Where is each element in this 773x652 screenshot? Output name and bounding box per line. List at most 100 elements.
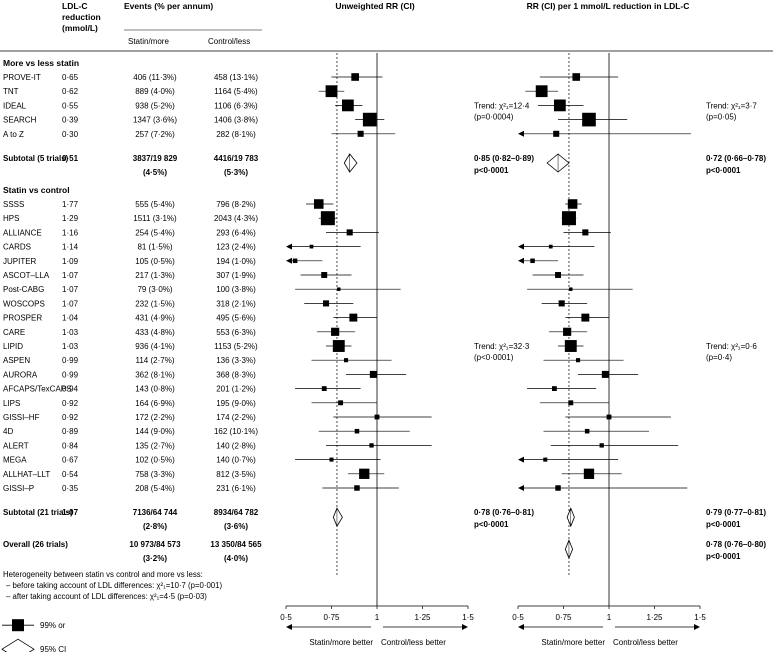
- point-estimate-square: [369, 370, 377, 378]
- point-estimate-square: [362, 112, 377, 127]
- point-estimate-square: [369, 443, 374, 448]
- subtotal-rr1-text: 0·72 (0·66–0·78): [706, 154, 766, 163]
- point-estimate-square: [551, 386, 557, 392]
- trial-ldl: 1·03: [62, 328, 79, 337]
- trial-ldl: 1·07: [62, 285, 79, 294]
- point-estimate-square: [332, 340, 345, 352]
- arrow-right-head: [462, 624, 468, 630]
- subtotal-name: Subtotal (5 trials): [3, 154, 69, 163]
- trial-statin-events: 433 (4·8%): [135, 328, 175, 337]
- overall-control: 13 350/84 565: [210, 540, 262, 549]
- point-estimate-square: [351, 73, 359, 81]
- trial-control-events: 123 (2·4%): [216, 243, 256, 252]
- x-tick-label: 1: [607, 613, 612, 622]
- trial-control-events: 1164 (5·4%): [214, 87, 258, 96]
- trial-ldl: 0·62: [62, 87, 79, 96]
- panel1-header: Unweighted RR (CI): [335, 1, 414, 11]
- subtotal-rr1-p: p<0·0001: [706, 520, 741, 529]
- trial-ldl: 0·89: [62, 427, 79, 436]
- trial-ldl: 0·54: [62, 470, 79, 479]
- trial-statin-events: 217 (1·3%): [135, 271, 175, 280]
- point-estimate-square: [567, 199, 578, 209]
- statin-header: Statin/more: [128, 37, 169, 46]
- trial-ldl: 1·77: [62, 200, 79, 209]
- trial-control-events: 2043 (4·3%): [214, 214, 258, 223]
- trial-control-events: 140 (2·8%): [216, 441, 256, 450]
- point-estimate-square: [548, 244, 553, 249]
- trial-name: 4D: [3, 427, 13, 436]
- subtotal-rr-p: p<0·0001: [474, 166, 509, 175]
- subtotal-statin-pct: (4·5%): [143, 168, 167, 177]
- subtotal-rr1-text: 0·79 (0·77–0·81): [706, 508, 766, 517]
- table-rows: More vs less statin PROVE-IT 0·65 406 (11·3…: [3, 58, 262, 563]
- point-estimate-square: [321, 272, 328, 278]
- trial-name: ASPEN: [3, 356, 30, 365]
- point-estimate-square: [349, 313, 358, 322]
- trial-control-events: 812 (3·5%): [216, 470, 256, 479]
- group-title: More vs less statin: [3, 58, 79, 68]
- point-estimate-square: [321, 386, 327, 392]
- point-estimate-square: [337, 287, 341, 291]
- subtotal-ldl: 0·51: [62, 154, 79, 163]
- point-estimate-square: [569, 287, 573, 291]
- trial-control-events: 1406 (3·8%): [214, 116, 258, 125]
- trial-statin-events: 555 (5·4%): [135, 200, 175, 209]
- point-estimate-square: [357, 130, 364, 137]
- point-estimate-square: [359, 468, 370, 479]
- point-estimate-square: [331, 327, 340, 336]
- trial-ldl: 1·04: [62, 314, 79, 323]
- trend-text: Trend: χ²₁=12·4: [474, 101, 530, 110]
- trial-name: LIPS: [3, 399, 20, 408]
- trial-name: CARDS: [3, 243, 31, 252]
- point-estimate-square: [320, 211, 335, 226]
- legend-diamond-label: 95% CI: [40, 645, 66, 652]
- footer: Heterogeneity between statin vs control …: [1, 570, 222, 652]
- point-estimate-square: [582, 112, 596, 127]
- subtotal-rr1-p: p<0·0001: [706, 166, 741, 175]
- subtotal-statin: 3837/19 829: [133, 154, 178, 163]
- trial-ldl: 1·09: [62, 257, 79, 266]
- point-estimate-square: [563, 327, 572, 336]
- heterogeneity-line: – before taking account of LDL differenc…: [6, 581, 222, 590]
- point-estimate-square: [322, 300, 330, 307]
- ci-arrow: [518, 130, 524, 137]
- subtotal-control-pct: (5·3%): [224, 168, 248, 177]
- ci-arrow: [518, 243, 524, 250]
- trial-control-events: 140 (0·7%): [216, 456, 256, 465]
- trial-name: LIPID: [3, 342, 23, 351]
- trial-control-events: 553 (6·3%): [216, 328, 256, 337]
- trial-ldl: 0·92: [62, 399, 79, 408]
- heterogeneity-line: Heterogeneity between statin vs control …: [3, 570, 203, 579]
- point-estimate-square: [374, 414, 380, 420]
- x-tick-label: 1·25: [414, 613, 431, 622]
- trial-statin-events: 406 (11·3%): [133, 73, 177, 82]
- trial-ldl: 0·84: [62, 441, 79, 450]
- trial-control-events: 231 (6·1%): [216, 484, 256, 493]
- trial-name: AURORA: [3, 370, 38, 379]
- trend-p: (p<0·0001): [474, 353, 514, 362]
- trial-ldl: 0·30: [62, 130, 79, 139]
- trend-text: Trend: χ²₁=3·7: [706, 101, 757, 110]
- point-estimate-square: [582, 229, 589, 236]
- point-estimate-square: [344, 358, 349, 363]
- trial-ldl: 1·03: [62, 342, 79, 351]
- overall-rr1-text: 0·78 (0·76–0·80): [706, 540, 766, 549]
- panel-per-mmol: 0·5 0·75 1 1·25 1·5 Statin/more better Control…: [512, 53, 766, 647]
- trial-control-events: 318 (2·1%): [216, 299, 256, 308]
- trend-p: (p=0·4): [706, 353, 732, 362]
- trial-control-events: 194 (1·0%): [216, 257, 256, 266]
- x-tick-label: 1·25: [646, 613, 663, 622]
- subtotal-control-pct: (3·6%): [224, 522, 248, 531]
- trial-statin-events: 938 (5·2%): [135, 101, 175, 110]
- point-estimate-square: [581, 313, 590, 322]
- control-header: Control/less: [208, 37, 250, 46]
- point-estimate-square: [329, 457, 334, 462]
- trial-name: HPS: [3, 214, 19, 223]
- ci-arrow: [286, 257, 292, 264]
- point-estimate-square: [606, 414, 612, 420]
- trial-control-events: 458 (13·1%): [214, 73, 258, 82]
- trial-statin-events: 172 (2·2%): [135, 413, 175, 422]
- events-header: Events (% per annum): [124, 1, 213, 11]
- point-estimate-square: [601, 370, 609, 378]
